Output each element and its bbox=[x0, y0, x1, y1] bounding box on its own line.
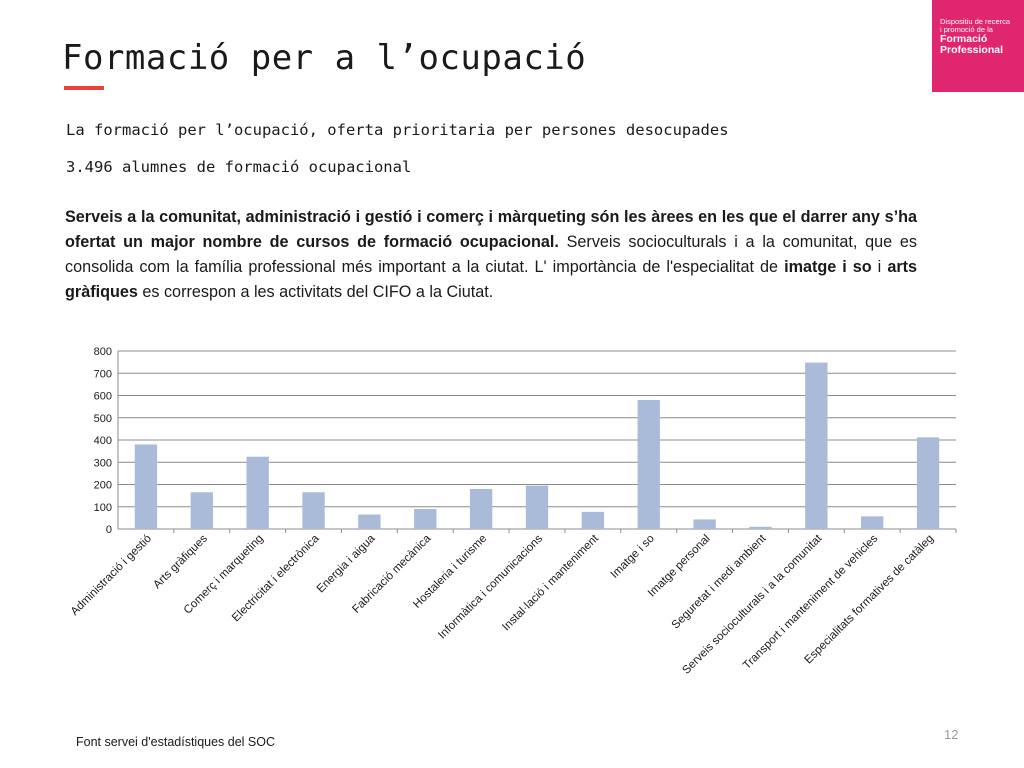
bar bbox=[190, 492, 213, 529]
source-note: Font servei d'estadístiques del SOC bbox=[76, 735, 276, 749]
x-tick-label: Imatge i so bbox=[609, 533, 657, 581]
bar bbox=[358, 514, 381, 529]
x-tick-label: Administració i gestió bbox=[69, 533, 154, 618]
x-tick-label: Instal·lació i manteniment bbox=[500, 532, 601, 633]
bar bbox=[637, 399, 660, 529]
bar bbox=[749, 526, 772, 529]
paragraph-text-3: es correspon a les activitats del CIFO a… bbox=[137, 283, 494, 301]
title-underline bbox=[64, 86, 104, 90]
bar bbox=[693, 519, 716, 529]
x-tick-label: Informàtica i comunicacions bbox=[436, 532, 545, 641]
y-tick-label: 200 bbox=[94, 480, 112, 492]
brand-line-2: i promoció de la bbox=[940, 24, 993, 34]
page-number: 12 bbox=[944, 727, 959, 742]
bar bbox=[581, 511, 605, 529]
y-tick-label: 300 bbox=[94, 457, 112, 469]
y-tick-label: 800 bbox=[94, 346, 112, 358]
brand-line-4: Professional bbox=[940, 43, 1004, 56]
summary-paragraph: Serveis a la comunitat, administració i … bbox=[65, 205, 917, 305]
paragraph-text-2: i bbox=[871, 258, 888, 276]
bar bbox=[525, 485, 549, 529]
y-tick-label: 600 bbox=[94, 391, 112, 403]
paragraph-bold-1: Serveis a la comunitat, administració i … bbox=[65, 208, 917, 251]
brand-logo: Dispositiu de recerca i promoció de la F… bbox=[932, 0, 1024, 92]
x-tick-label: Arts gràfiques bbox=[151, 532, 210, 591]
bar bbox=[414, 508, 437, 529]
paragraph-text-1: Serveis socioculturals i a la comunitat,… bbox=[65, 233, 917, 276]
bar bbox=[916, 437, 940, 529]
x-tick-label: Seguretat i medi ambient bbox=[670, 532, 769, 631]
subtitle-offer: La formació per l’ocupació, oferta prior… bbox=[66, 121, 729, 139]
y-tick-label: 100 bbox=[94, 502, 112, 514]
slide-title: Formació per a l’ocupació bbox=[62, 38, 587, 78]
x-tick-label: Especialitats formatives de catàleg bbox=[803, 533, 937, 667]
y-tick-label: 0 bbox=[106, 524, 112, 536]
y-tick-label: 400 bbox=[94, 435, 112, 447]
subtitle-students: 3.496 alumnes de formació ocupacional bbox=[66, 158, 412, 176]
bar bbox=[134, 444, 158, 529]
paragraph-bold-2: imatge i so bbox=[784, 258, 872, 276]
bar bbox=[805, 362, 828, 529]
brand-line-3: Formació bbox=[940, 32, 988, 45]
brand-line-1: Dispositiu de recerca bbox=[940, 17, 1011, 26]
bar bbox=[469, 488, 493, 529]
y-tick-label: 700 bbox=[94, 368, 112, 380]
y-tick-label: 500 bbox=[94, 413, 112, 425]
bar bbox=[861, 516, 884, 529]
paragraph-bold-3: arts gràfiques bbox=[65, 258, 918, 301]
bar bbox=[246, 456, 269, 529]
x-tick-label: Energia i aigua bbox=[315, 532, 378, 595]
bar bbox=[302, 492, 325, 529]
